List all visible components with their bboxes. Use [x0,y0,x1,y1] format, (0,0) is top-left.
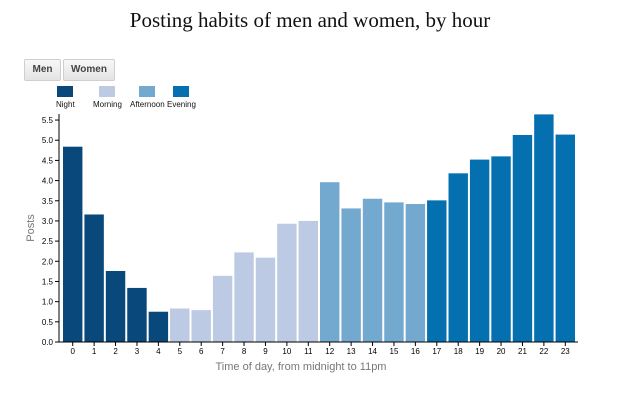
y-tick-label: 1.0 [42,298,54,307]
men-toggle-button[interactable]: Men [24,59,61,81]
bar-hour-17 [427,200,447,342]
bar-hour-9 [255,257,276,342]
bar-hour-23 [555,134,575,342]
legend-item-evening: Evening [167,86,196,109]
bar-hour-14 [362,198,383,342]
bar-hour-12 [320,182,340,342]
x-tick-label-1: 1 [92,347,97,356]
x-tick-label-7: 7 [220,347,225,356]
legend-swatch-morning [99,86,116,97]
y-tick-label: 3.5 [42,197,54,206]
x-tick-label-6: 6 [199,347,204,356]
x-tick-label-10: 10 [282,347,291,356]
x-tick-label-12: 12 [325,347,334,356]
x-tick-label-3: 3 [135,347,140,356]
x-axis: 0 1 2 3 4 5 6 7 8 9 10 11 12 13 14 15 16 17 18 19 20 21 22 23 [59,341,578,356]
x-tick-label-21: 21 [518,347,527,356]
y-tick-label: 5.0 [42,136,54,145]
x-tick-label-19: 19 [475,347,484,356]
y-tick-label: 0.5 [42,318,54,327]
bar-hour-8 [234,252,254,342]
bars-group [63,114,575,343]
x-tick-label-22: 22 [539,347,548,356]
y-axis: 0.0 0.5 1.0 1.5 2.0 2.5 3.0 3.5 4.0 4.5 5.0 5.5 [42,114,60,347]
bar-hour-22 [534,114,554,343]
bar-hour-1 [84,214,104,342]
y-tick-label: 4.5 [42,156,54,165]
bar-hour-16 [405,203,426,342]
x-tick-label-4: 4 [156,347,161,356]
bar-hour-3 [127,287,147,342]
bar-hour-20 [491,156,511,342]
x-axis-title: Time of day, from midnight to 11pm [216,361,387,373]
y-tick-label: 5.5 [42,116,54,125]
bar-hour-15 [384,202,404,342]
bar-hour-5 [170,308,190,342]
x-tick-label-15: 15 [390,347,399,356]
legend-item-afternoon: Afternoon [130,86,165,109]
x-tick-label-13: 13 [347,347,356,356]
x-tick-label-9: 9 [263,347,268,356]
bar-hour-4 [148,311,169,342]
x-tick-label-18: 18 [454,347,463,356]
legend-label-afternoon: Afternoon [130,100,165,109]
bar-hour-2 [105,270,126,342]
y-axis-title: Posts [25,214,37,242]
legend-label-evening: Evening [167,100,196,109]
legend-swatch-evening [173,86,190,97]
bar-hour-19 [469,159,490,342]
legend-item-morning: Morning [93,86,122,109]
x-tick-label-8: 8 [242,347,247,356]
legend-item-night: Night [56,86,75,109]
bar-hour-10 [277,223,297,342]
bar-hour-7 [212,275,233,342]
x-tick-label-0: 0 [70,347,75,356]
x-tick-label-17: 17 [432,347,441,356]
y-tick-label: 2.5 [42,237,54,246]
bar-hour-6 [191,310,211,342]
x-tick-label-2: 2 [113,347,118,356]
legend-swatch-night [57,86,74,97]
y-tick-label: 3.0 [42,217,54,226]
legend-swatch-afternoon [139,86,156,97]
legend-label-night: Night [56,100,75,109]
y-tick-label: 1.5 [42,277,54,286]
legend-label-morning: Morning [93,100,122,109]
bar-hour-0 [63,146,83,342]
y-tick-label: 0.0 [42,338,54,347]
y-tick-label: 4.0 [42,177,54,186]
y-tick-label: 2.0 [42,257,54,266]
x-tick-label-23: 23 [561,347,570,356]
bar-hour-21 [512,134,533,342]
x-tick-label-16: 16 [411,347,420,356]
women-toggle-button[interactable]: Women [63,59,115,81]
x-tick-label-5: 5 [178,347,183,356]
x-tick-label-11: 11 [304,347,313,356]
bar-hour-18 [448,173,468,342]
bar-hour-13 [341,208,361,342]
chart-title: Posting habits of men and women, by hour [129,8,491,32]
x-tick-label-14: 14 [368,347,377,356]
bar-hour-11 [298,220,318,342]
x-tick-label-20: 20 [497,347,506,356]
